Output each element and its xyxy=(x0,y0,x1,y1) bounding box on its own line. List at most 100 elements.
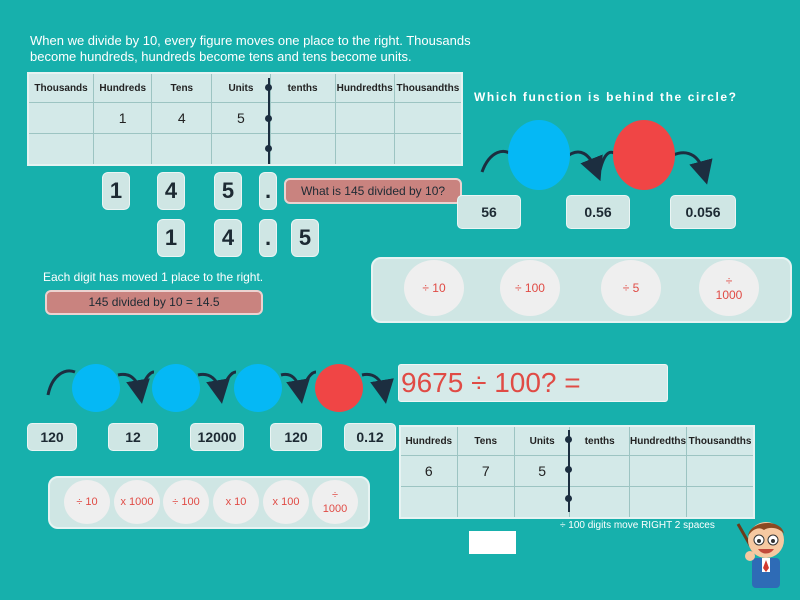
decimal-dot xyxy=(565,436,572,443)
header-tenths: tenths xyxy=(269,72,336,103)
option-divide-5[interactable]: ÷ 5 xyxy=(601,260,661,316)
chain-value: 12000 xyxy=(190,423,244,451)
moved-text: Each digit has moved 1 place to the righ… xyxy=(43,270,264,284)
decimal-dot xyxy=(565,495,572,502)
table-header-row: Thousands Hundreds Tens Units tenths Hun… xyxy=(27,72,463,103)
table-cell: 5 xyxy=(513,455,571,487)
table-cell xyxy=(151,133,213,166)
chain-value: 0.56 xyxy=(566,195,630,229)
header-hundredths: Hundredths xyxy=(334,72,395,103)
digit-card: 1 xyxy=(102,172,130,210)
digit-card: 5 xyxy=(291,219,319,257)
arrow-icon xyxy=(220,370,237,393)
table-row: 1 4 5 xyxy=(27,102,463,134)
table-cell: 7 xyxy=(456,455,515,487)
table-row xyxy=(399,486,755,519)
header-hundreds: Hundreds xyxy=(399,425,458,456)
blue-circle[interactable] xyxy=(152,364,200,412)
question-pill: What is 145 divided by 10? xyxy=(284,178,462,204)
table-row: 6 7 5 xyxy=(399,455,755,487)
arrow-icon xyxy=(138,370,155,393)
option-divide-1000[interactable]: ÷ 1000 xyxy=(312,480,358,524)
digit-card: 4 xyxy=(157,172,185,210)
arrow-icon xyxy=(197,372,230,404)
table-cell xyxy=(513,486,571,519)
table-row xyxy=(27,133,463,166)
arrow-icon xyxy=(361,372,394,404)
table-cell: 5 xyxy=(211,102,271,134)
blue-circle[interactable] xyxy=(234,364,282,412)
blue-circle[interactable] xyxy=(508,120,570,190)
decimal-point-card: . xyxy=(259,219,277,257)
option-divide-100[interactable]: ÷ 100 xyxy=(163,480,209,524)
table-cell xyxy=(686,455,755,487)
decimal-dot xyxy=(265,115,272,122)
answer-input[interactable] xyxy=(469,531,516,554)
arrow-icon xyxy=(280,372,310,404)
footer-note: ÷ 100 digits move RIGHT 2 spaces xyxy=(560,520,715,531)
table-cell xyxy=(269,133,336,166)
answer-pill: 145 divided by 10 = 14.5 xyxy=(45,290,263,315)
intro-line-1: When we divide by 10, every figure moves… xyxy=(30,33,471,48)
table-cell: 4 xyxy=(151,102,213,134)
table-cell xyxy=(686,486,755,519)
chain-value: 120 xyxy=(270,423,322,451)
option-times-100[interactable]: x 100 xyxy=(263,480,309,524)
option-divide-1000[interactable]: ÷ 1000 xyxy=(699,260,759,316)
chain-value: 0.056 xyxy=(670,195,736,229)
table-cell xyxy=(393,102,463,134)
table-header-row: Hundreds Tens Units tenths Hundredths Th… xyxy=(399,425,755,456)
place-value-table-top: Thousands Hundreds Tens Units tenths Hun… xyxy=(27,72,463,166)
table-cell xyxy=(393,133,463,166)
option-times-10[interactable]: x 10 xyxy=(213,480,259,524)
chain-value: 0.12 xyxy=(344,423,396,451)
arrow-icon xyxy=(117,372,150,404)
option-divide-10[interactable]: ÷ 10 xyxy=(64,480,110,524)
digit-card: 1 xyxy=(157,219,185,257)
decimal-dot xyxy=(265,84,272,91)
table-cell xyxy=(27,133,95,166)
table-cell: 6 xyxy=(399,455,458,487)
division-question: 9675 ÷ 100? = xyxy=(398,364,668,402)
table-cell xyxy=(456,486,515,519)
red-circle[interactable] xyxy=(315,364,363,412)
table-cell xyxy=(211,133,271,166)
function-question: Which function is behind the circle? xyxy=(474,90,738,104)
chain-value: 56 xyxy=(457,195,521,229)
option-divide-10[interactable]: ÷ 10 xyxy=(404,260,464,316)
header-tens: Tens xyxy=(456,425,515,456)
option-times-1000[interactable]: x 1000 xyxy=(114,480,160,524)
decimal-dot xyxy=(265,145,272,152)
table-cell xyxy=(334,133,395,166)
table-cell xyxy=(628,455,688,487)
header-tenths: tenths xyxy=(569,425,630,456)
chain-value: 12 xyxy=(108,423,158,451)
arrow-icon xyxy=(672,151,713,185)
option-divide-100[interactable]: ÷ 100 xyxy=(500,260,560,316)
table-cell xyxy=(569,455,630,487)
table-cell xyxy=(399,486,458,519)
intro-line-2: become hundreds, hundreds become tens an… xyxy=(30,49,412,64)
table-cell xyxy=(334,102,395,134)
arrow-icon xyxy=(300,370,317,393)
teacher-character-icon xyxy=(736,522,784,588)
table-cell: 1 xyxy=(93,102,153,134)
place-value-table-bottom: Hundreds Tens Units tenths Hundredths Th… xyxy=(399,425,755,519)
decimal-dot xyxy=(565,466,572,473)
intro-text: When we divide by 10, every figure moves… xyxy=(30,33,500,65)
header-thousandths: Thousandths xyxy=(686,425,755,456)
table-cell xyxy=(569,486,630,519)
red-circle[interactable] xyxy=(613,120,675,190)
header-units: Units xyxy=(513,425,571,456)
digit-card: 4 xyxy=(214,219,242,257)
header-units: Units xyxy=(211,72,271,103)
decimal-point-card: . xyxy=(259,172,277,210)
header-thousandths: Thousandths xyxy=(393,72,463,103)
digit-card: 5 xyxy=(214,172,242,210)
table-cell xyxy=(628,486,688,519)
chain-value: 120 xyxy=(27,423,77,451)
table-cell xyxy=(93,133,153,166)
header-hundreds: Hundreds xyxy=(93,72,153,103)
blue-circle[interactable] xyxy=(72,364,120,412)
